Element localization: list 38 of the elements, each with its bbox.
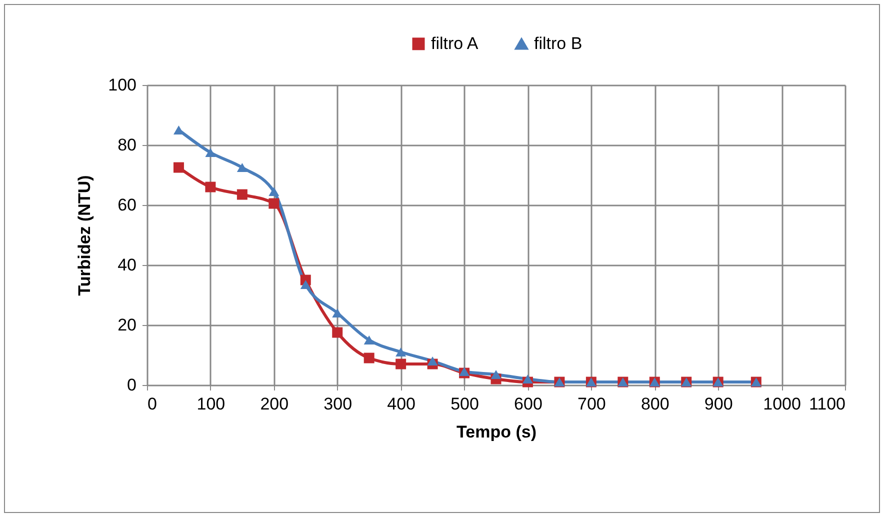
y-tick-label: 0	[127, 376, 136, 394]
point	[427, 356, 438, 366]
y-tick-label: 20	[118, 316, 136, 334]
y-tick-label: 40	[118, 256, 136, 274]
x-tick-label: 600	[514, 394, 542, 414]
y-tick-label: 80	[118, 136, 136, 154]
point	[364, 352, 374, 364]
x-tick-label: 0	[148, 394, 157, 414]
point	[396, 358, 406, 370]
point	[522, 374, 533, 384]
x-tick-label: 500	[450, 394, 479, 414]
point	[268, 198, 280, 209]
point	[364, 335, 374, 345]
point	[205, 148, 216, 158]
x-tick-label: 100	[196, 394, 226, 414]
point	[300, 280, 311, 290]
x-tick-label: 800	[640, 394, 670, 414]
point	[236, 189, 248, 200]
point	[268, 186, 280, 196]
point	[205, 182, 216, 192]
y-axis-title: Turbidez (NTU)	[75, 175, 94, 296]
legend-label: filtro A	[431, 34, 479, 53]
point	[490, 370, 502, 380]
y-tick-label: 60	[118, 196, 136, 214]
x-tick-label: 200	[260, 394, 289, 414]
legend-label: filtro B	[534, 34, 582, 54]
point	[173, 162, 184, 173]
x-tick-label: 400	[387, 394, 416, 414]
x-axis-title: Tempo (s)	[456, 422, 536, 442]
x-tick-label: 1000	[763, 394, 801, 414]
x-tick-label: 700	[577, 394, 606, 414]
y-tick-label: 100	[108, 76, 136, 94]
point	[332, 327, 343, 338]
x-tick-label: 900	[704, 394, 733, 414]
point	[396, 347, 406, 357]
x-tick-label: 1100	[808, 394, 846, 414]
point	[236, 162, 248, 172]
x-tick-label: 300	[324, 394, 352, 414]
